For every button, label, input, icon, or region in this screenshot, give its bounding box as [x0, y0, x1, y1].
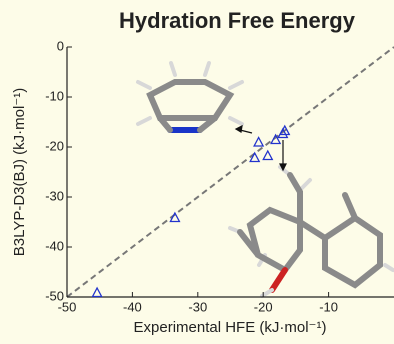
- x-tick-label: -30: [188, 299, 207, 314]
- x-axis-label: Experimental HFE (kJ·mol⁻¹): [134, 319, 327, 336]
- chart-title: Hydration Free Energy: [119, 8, 356, 33]
- molecule-ring: [138, 63, 242, 130]
- x-tick-label: -10: [319, 299, 338, 314]
- molecule-bicyclic: [230, 167, 393, 296]
- chart: Hydration Free Energy Experimental HFE (…: [0, 0, 394, 344]
- y-tick-label: -10: [45, 88, 64, 103]
- point: [250, 153, 259, 162]
- diagonal: [67, 47, 394, 297]
- y-tick-label: 0: [57, 38, 64, 53]
- point: [254, 138, 263, 147]
- x-tick-label: -50: [58, 299, 77, 314]
- y-axis-label: B3LYP-D3(BJ) (kJ·mol⁻¹): [11, 88, 28, 257]
- x-tick-label: -20: [254, 299, 273, 314]
- y-tick-label: -30: [45, 188, 64, 203]
- point: [263, 151, 272, 160]
- y-tick-label: -20: [45, 138, 64, 153]
- point: [93, 288, 102, 297]
- y-tick-label: -40: [45, 238, 64, 253]
- x-tick-label: -40: [123, 299, 142, 314]
